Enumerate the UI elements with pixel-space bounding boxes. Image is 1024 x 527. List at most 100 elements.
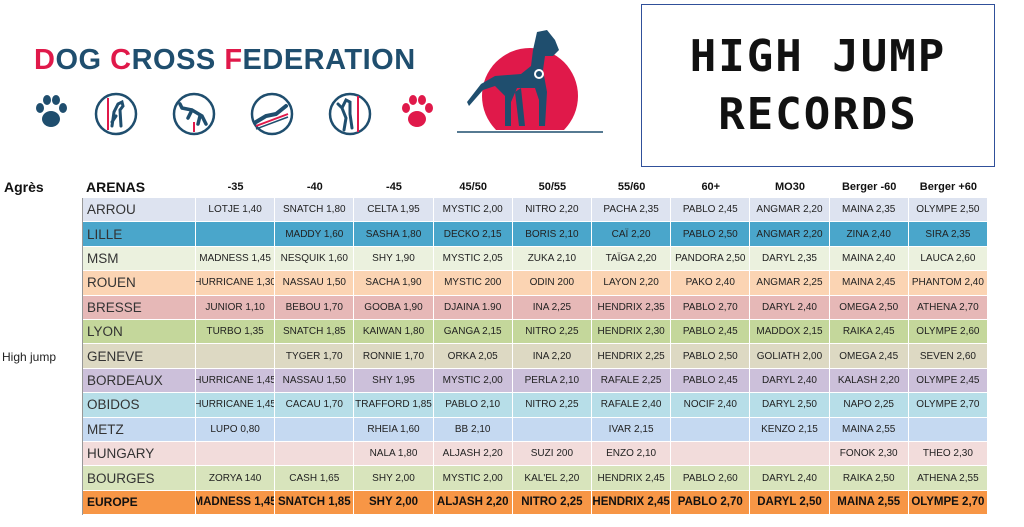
record-cell: ATHENA 2,55 — [908, 466, 988, 491]
column-header: -40 — [306, 181, 323, 193]
dog-high-jump-icon — [328, 92, 372, 136]
brand-title-part: EDERATION — [242, 44, 416, 76]
record-cell: ZORYA 140 — [196, 466, 276, 491]
record-cell: NITRO 2,25 — [512, 320, 592, 345]
record-cell: RONNIE 1,70 — [354, 344, 434, 369]
record-cell — [196, 222, 276, 247]
record-cell: HENDRIX 2,30 — [592, 320, 672, 345]
record-cell: SEVEN 2,60 — [908, 344, 988, 369]
arena-name: HUNGARY — [83, 442, 196, 467]
record-title-box: HIGH JUMP RECORDS — [641, 4, 995, 167]
arena-name: METZ — [83, 417, 196, 442]
record-cell: BB 2,10 — [433, 417, 513, 442]
record-cell: INA 2,25 — [512, 295, 592, 320]
record-cell: NASSAU 1,50 — [275, 368, 355, 394]
record-cell: ANGMAR 2,25 — [750, 271, 830, 296]
record-cell: INA 2,20 — [512, 344, 592, 369]
record-cell: PABLO 2,70 — [671, 295, 751, 320]
record-cell: PABLO 2,45 — [671, 368, 751, 394]
record-cell: PABLO 2,50 — [671, 344, 751, 369]
dog-logo-icon — [455, 30, 605, 138]
dog-tunnel-icon — [250, 92, 294, 136]
record-cell: ODIN 200 — [512, 271, 592, 296]
record-cell — [671, 417, 751, 442]
record-cell: OLYMPE 2,60 — [908, 320, 988, 345]
record-cell: MYSTIC 2,00 — [433, 368, 513, 394]
paw-icon — [36, 95, 67, 127]
record-cell — [196, 442, 276, 467]
record-cell: HENDRIX 2,45 — [592, 490, 672, 516]
paw-icon-red — [402, 95, 433, 127]
record-cell: PABLO 2,45 — [671, 198, 751, 223]
record-cell: TAÏGA 2,20 — [592, 246, 672, 272]
record-cell: SHY 2,00 — [354, 466, 434, 491]
record-cell: OLYMPE 2,70 — [908, 490, 988, 516]
column-header: Berger -60 — [841, 181, 897, 193]
record-cell: SUZI 200 — [512, 442, 592, 467]
record-cell: HURRICANE 1,45 — [196, 368, 276, 394]
record-cell: BORIS 2,10 — [512, 222, 592, 247]
record-cell: PHANTOM 2,40 — [908, 271, 988, 296]
brand-title-part: D — [34, 44, 56, 76]
record-title-line2: RECORDS — [718, 88, 918, 140]
record-cell — [750, 442, 830, 467]
column-header: MO30 — [775, 181, 805, 193]
record-cell: ZINA 2,40 — [829, 222, 909, 247]
arena-name: MSM — [83, 246, 196, 272]
record-cell: ALJASH 2,20 — [433, 442, 513, 467]
record-cell: PANDORA 2,50 — [671, 246, 751, 272]
brand-title-part: F — [224, 44, 243, 76]
record-cell: SASHA 1,80 — [354, 222, 434, 247]
brand-title-part: C — [110, 44, 132, 76]
record-cell: SHY 2,00 — [354, 490, 434, 516]
record-cell: HENDRIX 2,45 — [592, 466, 672, 491]
record-cell: MAINA 2,55 — [829, 490, 909, 516]
record-cell: OLYMPE 2,45 — [908, 368, 988, 394]
record-cell: DARYL 2,50 — [750, 393, 830, 418]
record-cell: GANGA 2,15 — [433, 320, 513, 345]
record-cell: CACAU 1,70 — [275, 393, 355, 418]
brand-title: DOG CROSS FEDERATION — [34, 44, 416, 77]
record-cell: CAÏ 2,20 — [592, 222, 672, 247]
record-cell: RAFALE 2,25 — [592, 368, 672, 394]
record-cell — [512, 417, 592, 442]
record-cell: LAUCA 2,60 — [908, 246, 988, 272]
record-cell: TURBO 1,35 — [196, 320, 276, 345]
record-cell: HURRICANE 1,45 — [196, 393, 276, 418]
record-cell: THEO 2,30 — [908, 442, 988, 467]
record-cell: PABLO 2,70 — [671, 490, 751, 516]
record-cell: ZUKA 2,10 — [512, 246, 592, 272]
record-cell: DARYL 2,35 — [750, 246, 830, 272]
record-cell: NITRO 2,25 — [512, 393, 592, 418]
record-cell: PABLO 2,60 — [671, 466, 751, 491]
column-header: 60+ — [701, 181, 721, 193]
record-cell: SNATCH 1,85 — [275, 320, 355, 345]
discipline-icons — [34, 92, 454, 136]
column-header: Berger +60 — [919, 181, 977, 193]
record-cell: ALJASH 2,20 — [433, 490, 513, 516]
record-cell: JUNIOR 1,10 — [196, 295, 276, 320]
record-cell: IVAR 2,15 — [592, 417, 672, 442]
record-cell: MYSTIC 2,00 — [433, 466, 513, 491]
record-cell: DECKO 2,15 — [433, 222, 513, 247]
record-cell: MYSTIC 200 — [433, 271, 513, 296]
record-cell: MYSTIC 2,00 — [433, 198, 513, 223]
record-cell — [196, 344, 276, 369]
arena-name: BRESSE — [83, 295, 196, 320]
record-cell: NITRO 2,25 — [512, 490, 592, 516]
arena-name: LYON — [83, 320, 196, 345]
record-cell: SACHA 1,90 — [354, 271, 434, 296]
apparatus-label: High jump — [0, 198, 83, 515]
record-cell: PAKO 2,40 — [671, 271, 751, 296]
record-cell: HENDRIX 2,35 — [592, 295, 672, 320]
record-cell: CELTA 1,95 — [354, 198, 434, 223]
record-cell: TRAFFORD 1,85 — [354, 393, 434, 418]
record-cell: PERLA 2,10 — [512, 368, 592, 394]
record-cell: MAINA 2,40 — [829, 246, 909, 272]
record-cell: RAIKA 2,45 — [829, 320, 909, 345]
record-title-line1: HIGH JUMP — [689, 30, 947, 82]
record-cell: DARYL 2,50 — [750, 490, 830, 516]
record-cell: RHEIA 1,60 — [354, 417, 434, 442]
record-cell: OMEGA 2,45 — [829, 344, 909, 369]
record-cell: DARYL 2,40 — [750, 466, 830, 491]
